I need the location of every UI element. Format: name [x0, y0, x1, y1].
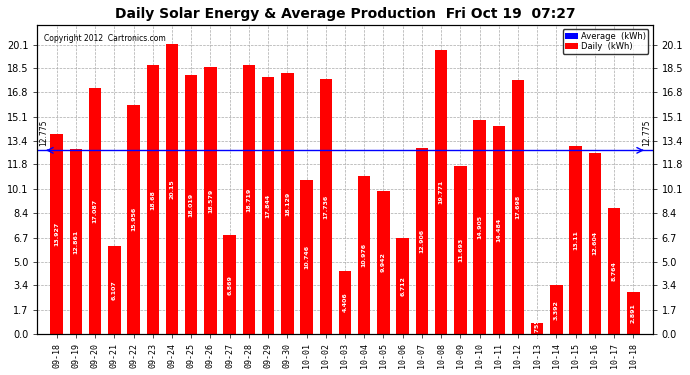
Text: 14.484: 14.484 — [496, 218, 501, 242]
Bar — [108, 246, 121, 334]
Text: Copyright 2012  Cartronics.com: Copyright 2012 Cartronics.com — [43, 34, 166, 43]
Text: 0.755: 0.755 — [535, 319, 540, 339]
Bar — [397, 237, 409, 334]
Text: 6.712: 6.712 — [400, 276, 405, 296]
Bar — [262, 78, 275, 334]
Bar — [204, 67, 217, 334]
Text: 17.698: 17.698 — [515, 195, 520, 219]
Bar — [224, 235, 236, 334]
Bar — [608, 208, 620, 334]
Bar — [415, 148, 428, 334]
Text: 6.869: 6.869 — [227, 275, 232, 295]
Bar — [569, 146, 582, 334]
Text: 2.891: 2.891 — [631, 303, 635, 323]
Text: 12.906: 12.906 — [420, 229, 424, 253]
Bar — [70, 149, 82, 334]
Text: 4.406: 4.406 — [342, 292, 348, 312]
Text: 10.976: 10.976 — [362, 243, 366, 267]
Text: 17.844: 17.844 — [266, 194, 270, 218]
Text: 18.68: 18.68 — [150, 190, 155, 210]
Text: 8.764: 8.764 — [611, 261, 617, 281]
Text: 14.905: 14.905 — [477, 215, 482, 239]
Bar — [281, 74, 293, 334]
Text: 9.942: 9.942 — [381, 253, 386, 273]
Legend: Average  (kWh), Daily  (kWh): Average (kWh), Daily (kWh) — [562, 29, 649, 54]
Bar — [358, 176, 371, 334]
Bar — [550, 285, 562, 334]
Text: 12.604: 12.604 — [593, 231, 598, 255]
Text: 18.579: 18.579 — [208, 188, 213, 213]
Bar — [512, 80, 524, 334]
Text: 12.775: 12.775 — [642, 120, 651, 146]
Bar — [454, 166, 466, 334]
Bar — [589, 153, 601, 334]
Bar — [243, 65, 255, 334]
Bar — [435, 50, 447, 334]
Text: 18.129: 18.129 — [285, 192, 290, 216]
Bar — [319, 79, 332, 334]
Text: 12.775: 12.775 — [39, 120, 48, 146]
Text: 15.956: 15.956 — [131, 207, 136, 231]
Text: 19.771: 19.771 — [439, 180, 444, 204]
Text: 12.861: 12.861 — [73, 230, 79, 254]
Text: 13.11: 13.11 — [573, 230, 578, 250]
Bar — [89, 88, 101, 334]
Text: 18.019: 18.019 — [189, 192, 194, 216]
Bar — [146, 65, 159, 334]
Bar — [50, 134, 63, 334]
Text: 13.927: 13.927 — [55, 222, 59, 246]
Bar — [473, 120, 486, 334]
Text: 20.15: 20.15 — [170, 179, 175, 199]
Bar — [531, 323, 544, 334]
Text: 3.392: 3.392 — [554, 300, 559, 320]
Bar — [493, 126, 505, 334]
Text: 18.719: 18.719 — [246, 188, 251, 211]
Bar — [185, 75, 197, 334]
Bar — [377, 191, 390, 334]
Text: 17.736: 17.736 — [324, 194, 328, 219]
Bar — [128, 105, 140, 334]
Text: 6.107: 6.107 — [112, 280, 117, 300]
Bar — [166, 44, 178, 334]
Text: 10.746: 10.746 — [304, 245, 309, 269]
Bar — [339, 271, 351, 334]
Text: 17.087: 17.087 — [92, 199, 97, 223]
Text: 11.693: 11.693 — [458, 238, 463, 262]
Bar — [627, 292, 640, 334]
Bar — [300, 180, 313, 334]
Title: Daily Solar Energy & Average Production  Fri Oct 19  07:27: Daily Solar Energy & Average Production … — [115, 7, 575, 21]
